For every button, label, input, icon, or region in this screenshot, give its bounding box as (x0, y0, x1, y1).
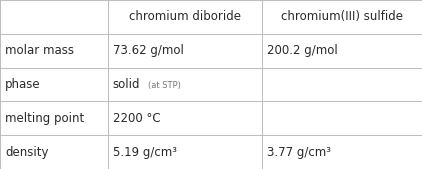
Text: 2200 °C: 2200 °C (113, 112, 160, 125)
Text: density: density (5, 146, 49, 159)
Text: 73.62 g/mol: 73.62 g/mol (113, 44, 184, 57)
Text: chromium diboride: chromium diboride (129, 10, 241, 23)
Text: molar mass: molar mass (5, 44, 74, 57)
Text: chromium(III) sulfide: chromium(III) sulfide (281, 10, 403, 23)
Text: 200.2 g/mol: 200.2 g/mol (267, 44, 338, 57)
Text: phase: phase (5, 78, 41, 91)
Text: 5.19 g/cm³: 5.19 g/cm³ (113, 146, 177, 159)
Text: 3.77 g/cm³: 3.77 g/cm³ (267, 146, 331, 159)
Text: solid: solid (113, 78, 140, 91)
Text: melting point: melting point (5, 112, 84, 125)
Text: (at STP): (at STP) (148, 81, 181, 90)
